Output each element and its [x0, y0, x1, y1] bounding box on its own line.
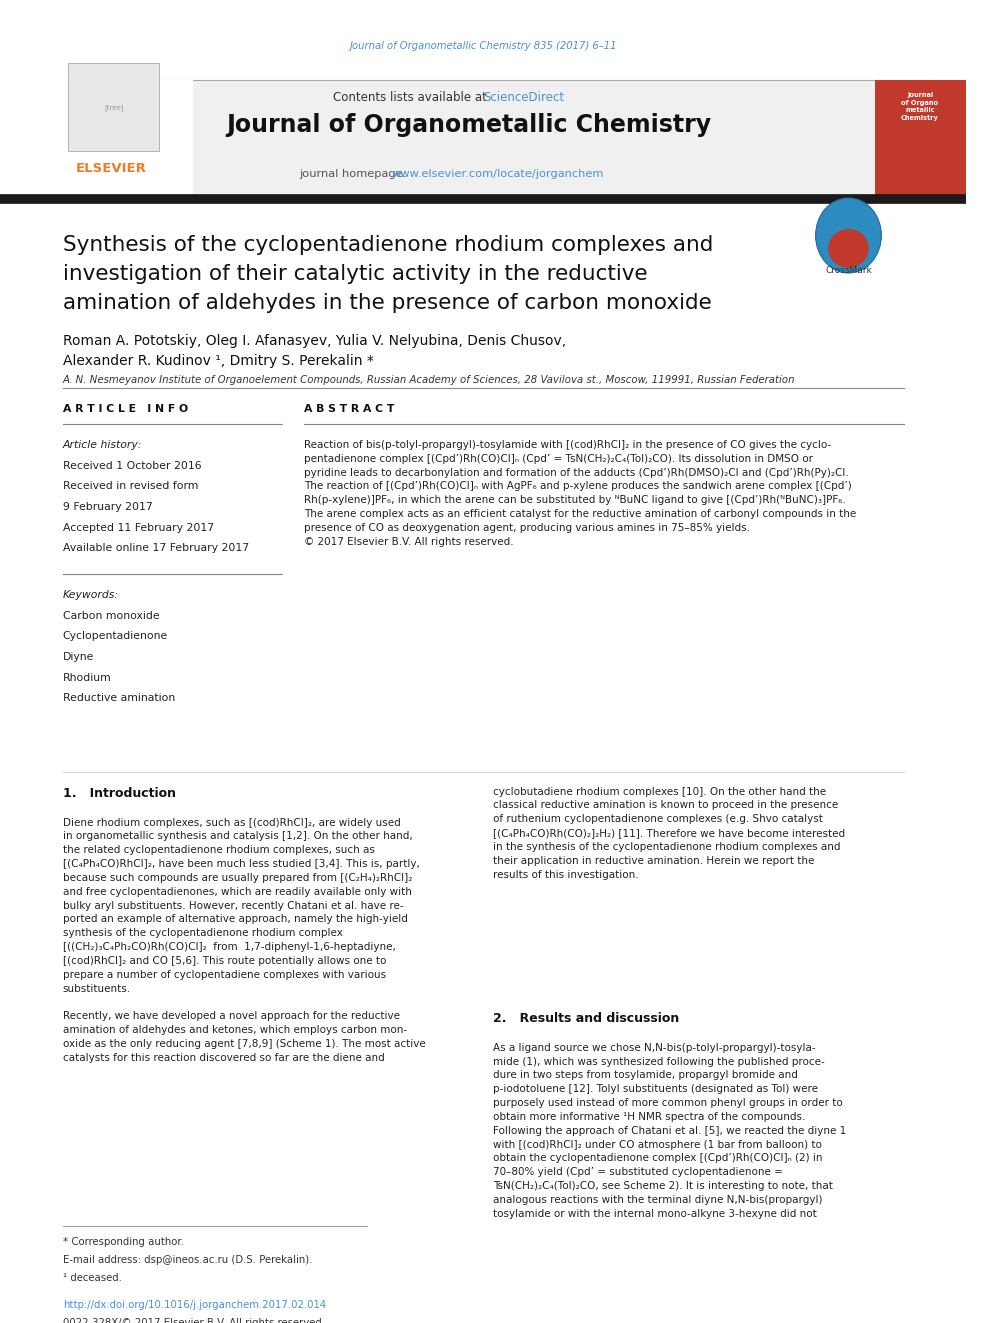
Text: As a ligand source we chose N,N-bis(p-tolyl-propargyl)-tosyla-
mide (1), which w: As a ligand source we chose N,N-bis(p-to… — [493, 1043, 846, 1218]
Ellipse shape — [815, 198, 881, 273]
Text: E-mail address: dsp@ineos.ac.ru (D.S. Perekalin).: E-mail address: dsp@ineos.ac.ru (D.S. Pe… — [62, 1254, 312, 1265]
Text: www.elsevier.com/locate/jorganchem: www.elsevier.com/locate/jorganchem — [392, 169, 604, 180]
Text: CrossMark: CrossMark — [825, 266, 872, 275]
Text: Received 1 October 2016: Received 1 October 2016 — [62, 460, 201, 471]
Text: ELSEVIER: ELSEVIER — [75, 161, 146, 175]
Text: journal homepage:: journal homepage: — [300, 169, 411, 180]
Text: Available online 17 February 2017: Available online 17 February 2017 — [62, 544, 249, 553]
Ellipse shape — [828, 229, 869, 267]
Text: 1.   Introduction: 1. Introduction — [62, 787, 176, 799]
Text: ¹ deceased.: ¹ deceased. — [62, 1273, 122, 1283]
Text: ScienceDirect: ScienceDirect — [483, 90, 564, 103]
Text: Reaction of bis(p-tolyl-propargyl)-tosylamide with [(cod)RhCl]₂ in the presence : Reaction of bis(p-tolyl-propargyl)-tosyl… — [305, 439, 857, 546]
Text: Keywords:: Keywords: — [62, 590, 119, 599]
Text: [tree]: [tree] — [104, 105, 124, 111]
FancyBboxPatch shape — [62, 81, 193, 197]
Text: 2.   Results and discussion: 2. Results and discussion — [493, 1012, 680, 1024]
Text: Accepted 11 February 2017: Accepted 11 February 2017 — [62, 523, 214, 533]
FancyBboxPatch shape — [67, 64, 160, 151]
Text: Reductive amination: Reductive amination — [62, 693, 175, 704]
Text: A B S T R A C T: A B S T R A C T — [305, 404, 395, 414]
Text: A R T I C L E   I N F O: A R T I C L E I N F O — [62, 404, 187, 414]
Text: Cyclopentadienone: Cyclopentadienone — [62, 631, 168, 642]
Text: Received in revised form: Received in revised form — [62, 482, 198, 491]
Text: Synthesis of the cyclopentadienone rhodium complexes and
investigation of their : Synthesis of the cyclopentadienone rhodi… — [62, 235, 713, 314]
Text: Roman A. Pototskiy, Oleg I. Afanasyev, Yulia V. Nelyubina, Denis Chusov,
Alexand: Roman A. Pototskiy, Oleg I. Afanasyev, Y… — [62, 333, 566, 368]
Text: cyclobutadiene rhodium complexes [10]. On the other hand the
classical reductive: cyclobutadiene rhodium complexes [10]. O… — [493, 787, 845, 880]
Text: Contents lists available at: Contents lists available at — [333, 90, 491, 103]
Text: Carbon monoxide: Carbon monoxide — [62, 611, 160, 620]
FancyBboxPatch shape — [62, 81, 875, 197]
FancyBboxPatch shape — [875, 81, 966, 197]
Text: 9 February 2017: 9 February 2017 — [62, 501, 153, 512]
Text: * Corresponding author.: * Corresponding author. — [62, 1237, 184, 1246]
Text: Journal of Organometallic Chemistry 835 (2017) 6–11: Journal of Organometallic Chemistry 835 … — [349, 41, 617, 52]
Text: Rhodium: Rhodium — [62, 672, 111, 683]
Text: Diene rhodium complexes, such as [(cod)RhCl]₂, are widely used
in organometallic: Diene rhodium complexes, such as [(cod)R… — [62, 818, 426, 1062]
Text: Diyne: Diyne — [62, 652, 94, 662]
Text: Journal
of Organo
metallic
Chemistry: Journal of Organo metallic Chemistry — [901, 91, 939, 122]
Text: http://dx.doi.org/10.1016/j.jorganchem.2017.02.014: http://dx.doi.org/10.1016/j.jorganchem.2… — [62, 1301, 326, 1310]
Text: Article history:: Article history: — [62, 439, 142, 450]
Text: A. N. Nesmeyanov Institute of Organoelement Compounds, Russian Academy of Scienc: A. N. Nesmeyanov Institute of Organoelem… — [62, 376, 796, 385]
Text: Journal of Organometallic Chemistry: Journal of Organometallic Chemistry — [226, 112, 711, 136]
Text: 0022-328X/© 2017 Elsevier B.V. All rights reserved.: 0022-328X/© 2017 Elsevier B.V. All right… — [62, 1318, 324, 1323]
